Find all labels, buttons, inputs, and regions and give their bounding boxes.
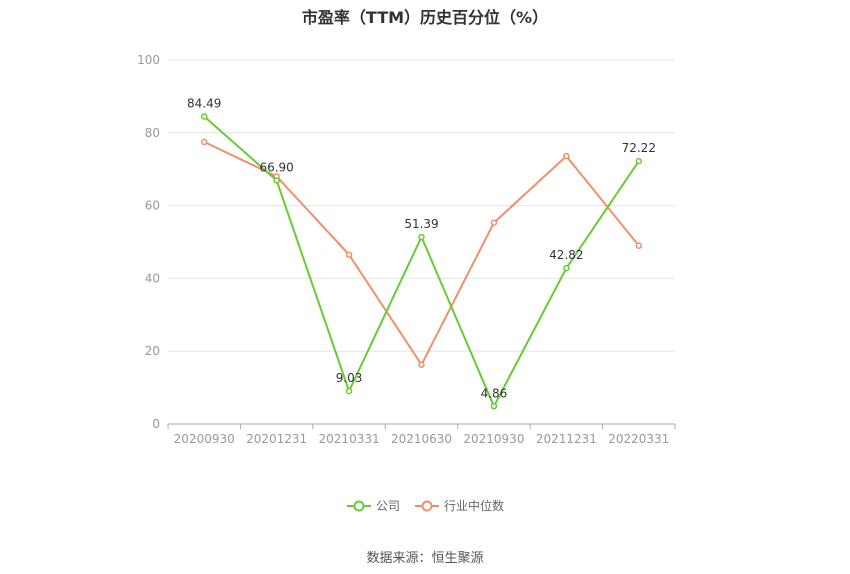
x-tick-label: 20211231	[536, 432, 597, 446]
data-point-company	[200, 113, 208, 120]
y-tick-label: 100	[137, 53, 160, 67]
x-tick-label: 20210630	[391, 432, 452, 446]
y-tick-label: 0	[152, 417, 160, 431]
data-label: 84.49	[187, 96, 221, 110]
data-point-company	[418, 233, 425, 241]
legend-item-company[interactable]: 公司	[346, 497, 400, 514]
legend-marker-company	[346, 500, 371, 511]
y-tick-label: 40	[145, 271, 160, 285]
data-point-industry-median	[200, 138, 208, 146]
chart-title: 市盈率（TTM）历史百分位（%）	[301, 8, 549, 27]
data-label: 72.22	[622, 141, 656, 155]
data-point-company	[490, 403, 498, 410]
grid-lines	[168, 59, 675, 352]
x-axis: 20200930 20201231 20210331 20210630 20210930…	[167, 423, 676, 446]
y-tick-label: 80	[145, 126, 160, 140]
legend-label-industry-median: 行业中位数	[444, 499, 505, 513]
data-point-company	[563, 264, 570, 272]
x-tick-label: 20201231	[246, 432, 307, 446]
data-point-industry-median	[635, 242, 643, 249]
data-point-company	[345, 387, 353, 395]
y-axis-ticks: 0 20 40 60 80 100	[137, 53, 160, 431]
data-point-industry-median	[345, 251, 353, 258]
data-labels: 84.49 66.90 9.03 51.39 4.86 42.82 72.22	[187, 96, 656, 400]
series-layer	[200, 113, 643, 410]
data-label: 66.90	[259, 160, 293, 174]
legend-marker-industry-median	[415, 500, 439, 511]
data-label: 51.39	[404, 217, 438, 231]
data-label: 42.82	[549, 248, 583, 262]
data-label: 9.03	[336, 371, 363, 385]
x-tick-label: 20220331	[608, 432, 669, 446]
data-point-industry-median	[418, 361, 425, 368]
y-tick-label: 60	[145, 199, 160, 213]
legend-label-company: 公司	[375, 499, 400, 513]
data-point-company	[273, 177, 280, 184]
data-source: 数据来源：恒生聚源	[366, 551, 484, 566]
data-point-company	[635, 157, 643, 165]
x-tick-label: 20210930	[463, 432, 524, 446]
legend-item-industry-median[interactable]: 行业中位数	[414, 497, 504, 514]
data-label: 4.86	[481, 386, 508, 400]
x-tick-label: 20200930	[174, 432, 235, 446]
legend: 公司 行业中位数	[0, 497, 850, 514]
x-tick-label: 20210331	[319, 432, 380, 446]
y-tick-label: 20	[145, 344, 160, 358]
data-point-industry-median	[490, 219, 498, 226]
data-point-industry-median	[563, 152, 570, 160]
